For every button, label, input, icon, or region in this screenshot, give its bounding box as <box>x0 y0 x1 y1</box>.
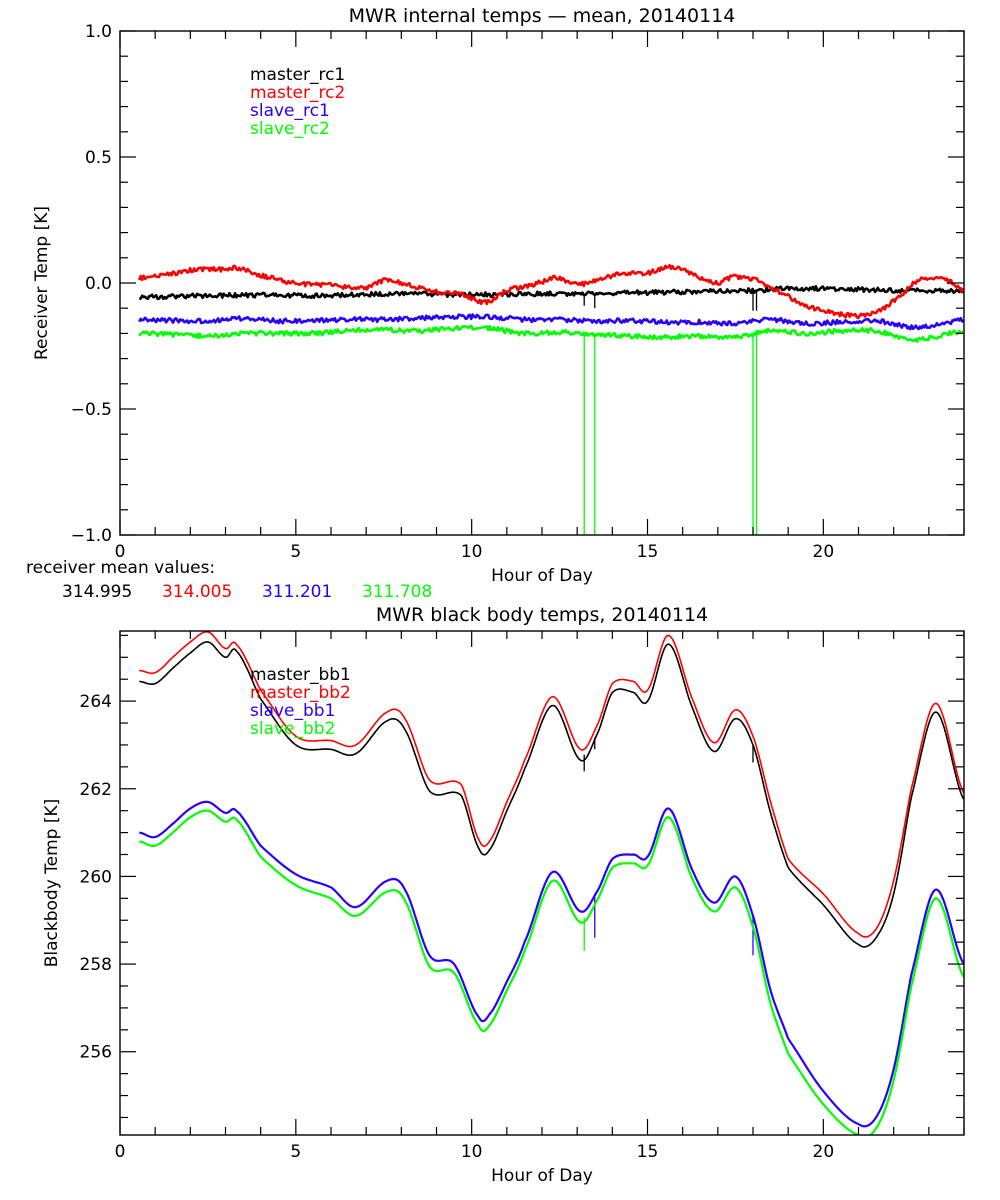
x-tick-label: 15 <box>637 542 659 562</box>
receiver-mean-value: 314.005 <box>162 582 232 602</box>
x-tick-label: 10 <box>461 542 483 562</box>
x-tick-label: 20 <box>813 1142 835 1162</box>
receiver-mean-value: 314.995 <box>62 582 132 602</box>
y-tick-label: −0.5 <box>71 400 112 420</box>
series-layer <box>139 631 964 1135</box>
y-tick-label: 260 <box>80 867 112 887</box>
x-axis-label: Hour of Day <box>491 1166 593 1186</box>
y-tick-label: 256 <box>80 1043 112 1063</box>
chart-title: MWR black body temps, 20140114 <box>376 604 708 626</box>
series-layer <box>138 263 964 535</box>
series-line-master-rc1 <box>138 284 964 301</box>
y-tick-label: 0.5 <box>85 148 112 168</box>
legend-entry: master_rc1 <box>250 65 345 85</box>
y-tick-label: 1.0 <box>85 22 112 42</box>
x-tick-label: 15 <box>637 1142 659 1162</box>
plot-frame <box>119 630 965 1136</box>
receiver-mean-label: receiver mean values: <box>26 558 215 578</box>
x-axis-label: Hour of Day <box>491 566 593 586</box>
series-line-slave-bb1 <box>139 800 964 1128</box>
x-tick-label: 5 <box>290 542 301 562</box>
legend-entry: slave_rc1 <box>250 101 330 121</box>
blackbody-temps-plot: MWR black body temps, 20140114 0 5 10 15 20 2… <box>42 604 965 1186</box>
y-tick-label: 262 <box>80 780 112 800</box>
y-tick-label: −1.0 <box>71 526 112 546</box>
legend-entry: master_bb1 <box>250 665 351 685</box>
y-axis-label: Receiver Temp [K] <box>32 206 52 360</box>
legend-entry: slave_bb2 <box>250 719 335 739</box>
x-tick-label: 5 <box>290 1142 301 1162</box>
series-line-slave-rc2 <box>138 324 964 343</box>
x-tick-label: 10 <box>461 1142 483 1162</box>
internal-temps-plot: MWR internal temps — mean, 20140114 0 5 10… <box>26 5 965 602</box>
axis-ticks: 0 5 10 15 20 −1.0 −0.5 0.0 0.5 1.0 <box>71 22 965 562</box>
series-line-master-rc2 <box>138 263 964 320</box>
axis-ticks: 0 5 10 15 20 256 258 260 262 264 <box>80 631 965 1162</box>
receiver-mean-values: 314.995 314.005 311.201 311.708 <box>62 582 432 602</box>
series-line-master-bb2 <box>139 631 964 938</box>
y-tick-label: 258 <box>80 955 112 975</box>
legend-entry: slave_rc2 <box>250 119 330 139</box>
chart-title: MWR internal temps — mean, 20140114 <box>349 5 736 27</box>
x-tick-label: 0 <box>115 542 126 562</box>
y-tick-label: 0.0 <box>85 274 112 294</box>
receiver-mean-value: 311.708 <box>362 582 432 602</box>
series-line-master-bb1 <box>139 641 964 948</box>
legend: master_rc1 master_rc2 slave_rc1 slave_rc… <box>250 65 345 139</box>
series-line-slave-bb2 <box>139 809 964 1135</box>
y-axis-label: Blackbody Temp [K] <box>42 799 62 968</box>
legend-entry: slave_bb1 <box>250 701 335 721</box>
series-line-slave-rc1 <box>138 313 964 331</box>
legend: master_bb1 master_bb2 slave_bb1 slave_bb… <box>250 665 351 739</box>
receiver-mean-value: 311.201 <box>262 582 332 602</box>
legend-entry: master_rc2 <box>250 83 345 103</box>
x-tick-label: 20 <box>813 542 835 562</box>
x-tick-label: 0 <box>115 1142 126 1162</box>
legend-entry: master_bb2 <box>250 683 351 703</box>
y-tick-label: 264 <box>80 692 112 712</box>
